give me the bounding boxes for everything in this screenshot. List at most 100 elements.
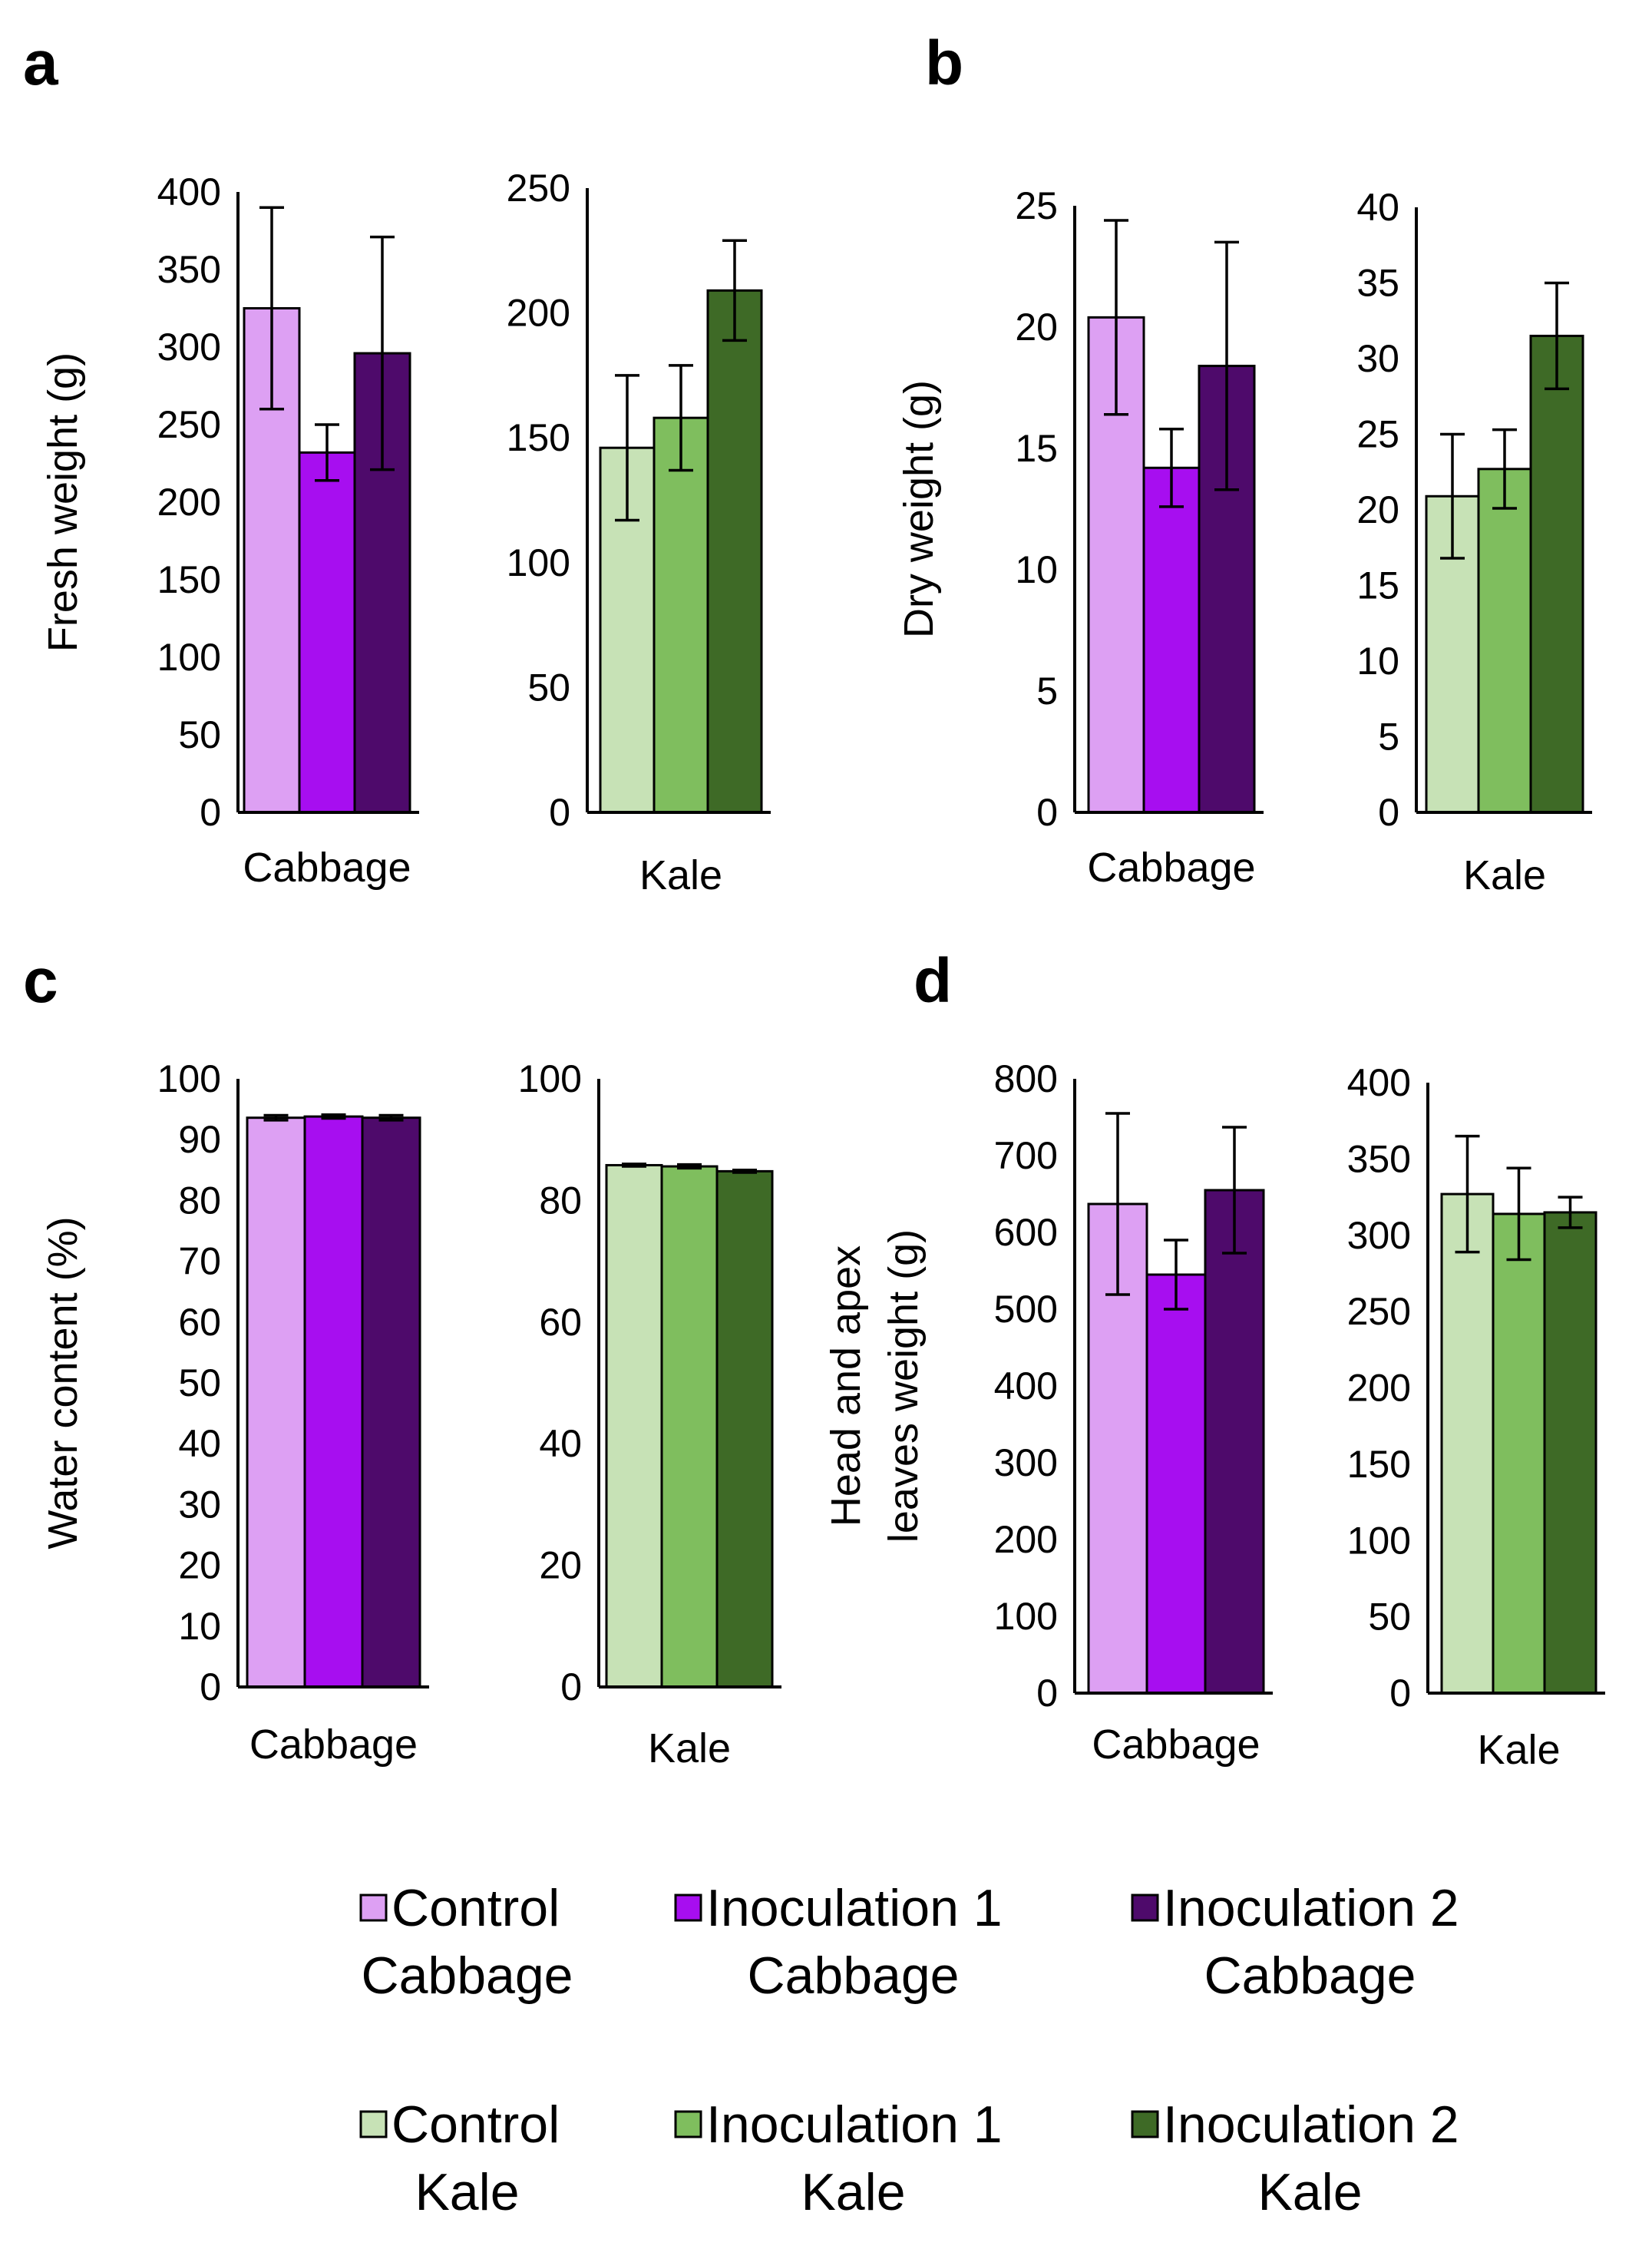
legend-label-line1: Inoculation 1 xyxy=(706,1879,1003,1937)
bar-inoculation-1-cabbage xyxy=(303,1115,364,1688)
y-tick-label: 0 xyxy=(549,791,570,834)
legend-label-line1: Inoculation 2 xyxy=(1163,2095,1459,2154)
y-tick-label: 25 xyxy=(1015,184,1058,227)
y-tick-label: 10 xyxy=(1015,548,1058,591)
y-tick-label: 0 xyxy=(1036,1672,1058,1715)
y-axis-label-c: Water content (%) xyxy=(40,1216,86,1549)
y-tick-label: 50 xyxy=(1368,1596,1411,1639)
y-tick-label: 60 xyxy=(539,1301,582,1344)
y-tick-label: 5 xyxy=(1378,716,1399,759)
panel-a: a Fresh weight (g) 0 50 100 150 200 250 300 350 40… xyxy=(23,28,771,898)
category-label: Cabbage xyxy=(1092,1722,1260,1768)
y-tick-label: 250 xyxy=(157,403,221,446)
legend-item: Inoculation 2 Cabbage xyxy=(1131,1879,1459,2005)
y-tick-label: 20 xyxy=(539,1544,582,1587)
category-label: Cabbage xyxy=(1087,845,1255,891)
bar-inoculation-2-cabbage xyxy=(1204,1189,1265,1695)
y-tick-label: 40 xyxy=(178,1422,221,1465)
y-tick-label: 150 xyxy=(507,416,570,459)
bar-control-kale xyxy=(1440,1192,1495,1695)
category-label: Kale xyxy=(1463,852,1546,898)
y-tick-label: 500 xyxy=(994,1288,1058,1331)
y-tick-label: 300 xyxy=(994,1441,1058,1484)
subchart-a-kale: 0 50 100 150 200 250 Kale xyxy=(507,167,771,898)
y-tick-label: 100 xyxy=(518,1057,582,1100)
y-axis-label-d-line2: leaves weight (g) xyxy=(881,1229,927,1543)
y-tick-label: 200 xyxy=(1347,1367,1411,1410)
y-tick-label: 0 xyxy=(200,791,221,834)
y-tick-label: 35 xyxy=(1356,262,1399,305)
legend-swatch xyxy=(1131,1894,1159,1922)
y-tick-label: 90 xyxy=(178,1118,221,1161)
y-tick-label: 200 xyxy=(157,481,221,524)
panel-d: d Head and apex leaves weight (g) 0 100 200 30… xyxy=(823,946,1605,1773)
y-tick-label: 100 xyxy=(157,1057,221,1100)
y-tick-label: 40 xyxy=(539,1422,582,1465)
panel-letter-b: b xyxy=(925,28,963,98)
y-tick-label: 0 xyxy=(1036,791,1058,834)
y-tick-label: 25 xyxy=(1356,413,1399,456)
y-tick-label: 80 xyxy=(178,1179,221,1222)
subchart-a-cabbage: 0 50 100 150 200 250 300 350 400 Cabbage xyxy=(157,170,419,891)
y-tick-label: 100 xyxy=(507,541,570,584)
y-tick-label: 0 xyxy=(1389,1672,1411,1715)
legend-item: Control Kale xyxy=(359,2095,560,2221)
bar-inoculation-1-kale xyxy=(660,1165,719,1688)
y-tick-label: 250 xyxy=(507,167,570,210)
y-tick-label: 20 xyxy=(1015,306,1058,349)
subchart-b-kale: 0 5 10 15 20 25 30 35 40 Kale xyxy=(1356,186,1592,898)
y-tick-label: 80 xyxy=(539,1179,582,1222)
y-tick-label: 40 xyxy=(1356,186,1399,229)
bar-control-kale xyxy=(605,1163,663,1688)
bar-inoculation-1-kale xyxy=(653,416,709,814)
bar-inoculation-1-kale xyxy=(1477,468,1532,814)
y-tick-label: 20 xyxy=(178,1544,221,1587)
legend-swatch xyxy=(674,1894,702,1922)
legend-label-line1: Inoculation 2 xyxy=(1163,1879,1459,1937)
bar-control-cabbage xyxy=(246,1116,306,1688)
y-tick-label: 50 xyxy=(178,713,221,756)
category-label: Kale xyxy=(1477,1727,1560,1773)
bar-inoculation-1-cabbage xyxy=(1145,1273,1207,1695)
y-tick-label: 350 xyxy=(157,248,221,291)
y-tick-label: 50 xyxy=(178,1361,221,1404)
y-tick-label: 400 xyxy=(157,170,221,213)
legend-item: Inoculation 1 Kale xyxy=(674,2095,1003,2221)
legend-swatch xyxy=(674,2110,702,2138)
y-tick-label: 150 xyxy=(1347,1443,1411,1486)
y-tick-label: 15 xyxy=(1015,427,1058,470)
legend-label-line1: Control xyxy=(392,1879,560,1937)
y-tick-label: 70 xyxy=(178,1240,221,1283)
bar-inoculation-1-cabbage xyxy=(298,451,356,814)
y-tick-label: 60 xyxy=(178,1301,221,1344)
subchart-c-cabbage: 0 10 20 30 40 50 60 70 80 90 100 Cabbage xyxy=(157,1057,429,1768)
subchart-b-cabbage: 0 5 10 15 20 25 Cabbage xyxy=(1015,184,1264,891)
y-tick-label: 5 xyxy=(1036,670,1058,713)
y-tick-label: 150 xyxy=(157,558,221,601)
y-tick-label: 350 xyxy=(1347,1137,1411,1180)
legend-swatch xyxy=(359,2110,388,2138)
y-tick-label: 20 xyxy=(1356,488,1399,531)
y-axis-label-a: Fresh weight (g) xyxy=(40,352,86,652)
bar-inoculation-2-cabbage xyxy=(361,1116,421,1688)
y-tick-label: 15 xyxy=(1356,564,1399,607)
bar-inoculation-2-kale xyxy=(715,1169,774,1688)
y-tick-label: 300 xyxy=(1347,1214,1411,1257)
legend-item: Inoculation 1 Cabbage xyxy=(674,1879,1003,2005)
subchart-d-cabbage: 0 100 200 300 400 500 600 700 800 Cabbage xyxy=(994,1057,1273,1768)
y-tick-label: 200 xyxy=(507,292,570,335)
legend-label-line2: Kale xyxy=(1257,2163,1362,2221)
bar-inoculation-2-kale xyxy=(706,289,763,814)
bar-inoculation-1-cabbage xyxy=(1142,466,1201,814)
category-label: Cabbage xyxy=(243,845,411,891)
panel-letter-c: c xyxy=(23,946,58,1016)
y-tick-label: 0 xyxy=(560,1665,582,1708)
subchart-d-kale: 0 50 100 150 200 250 300 350 400 Kale xyxy=(1347,1061,1605,1773)
y-tick-label: 100 xyxy=(157,636,221,679)
panel-b: b Dry weight (g) 0 5 10 15 20 25 Cabbage 0 5 10 15 20… xyxy=(896,28,1592,898)
y-tick-label: 700 xyxy=(994,1134,1058,1177)
y-tick-label: 0 xyxy=(200,1665,221,1708)
y-tick-label: 100 xyxy=(1347,1519,1411,1562)
